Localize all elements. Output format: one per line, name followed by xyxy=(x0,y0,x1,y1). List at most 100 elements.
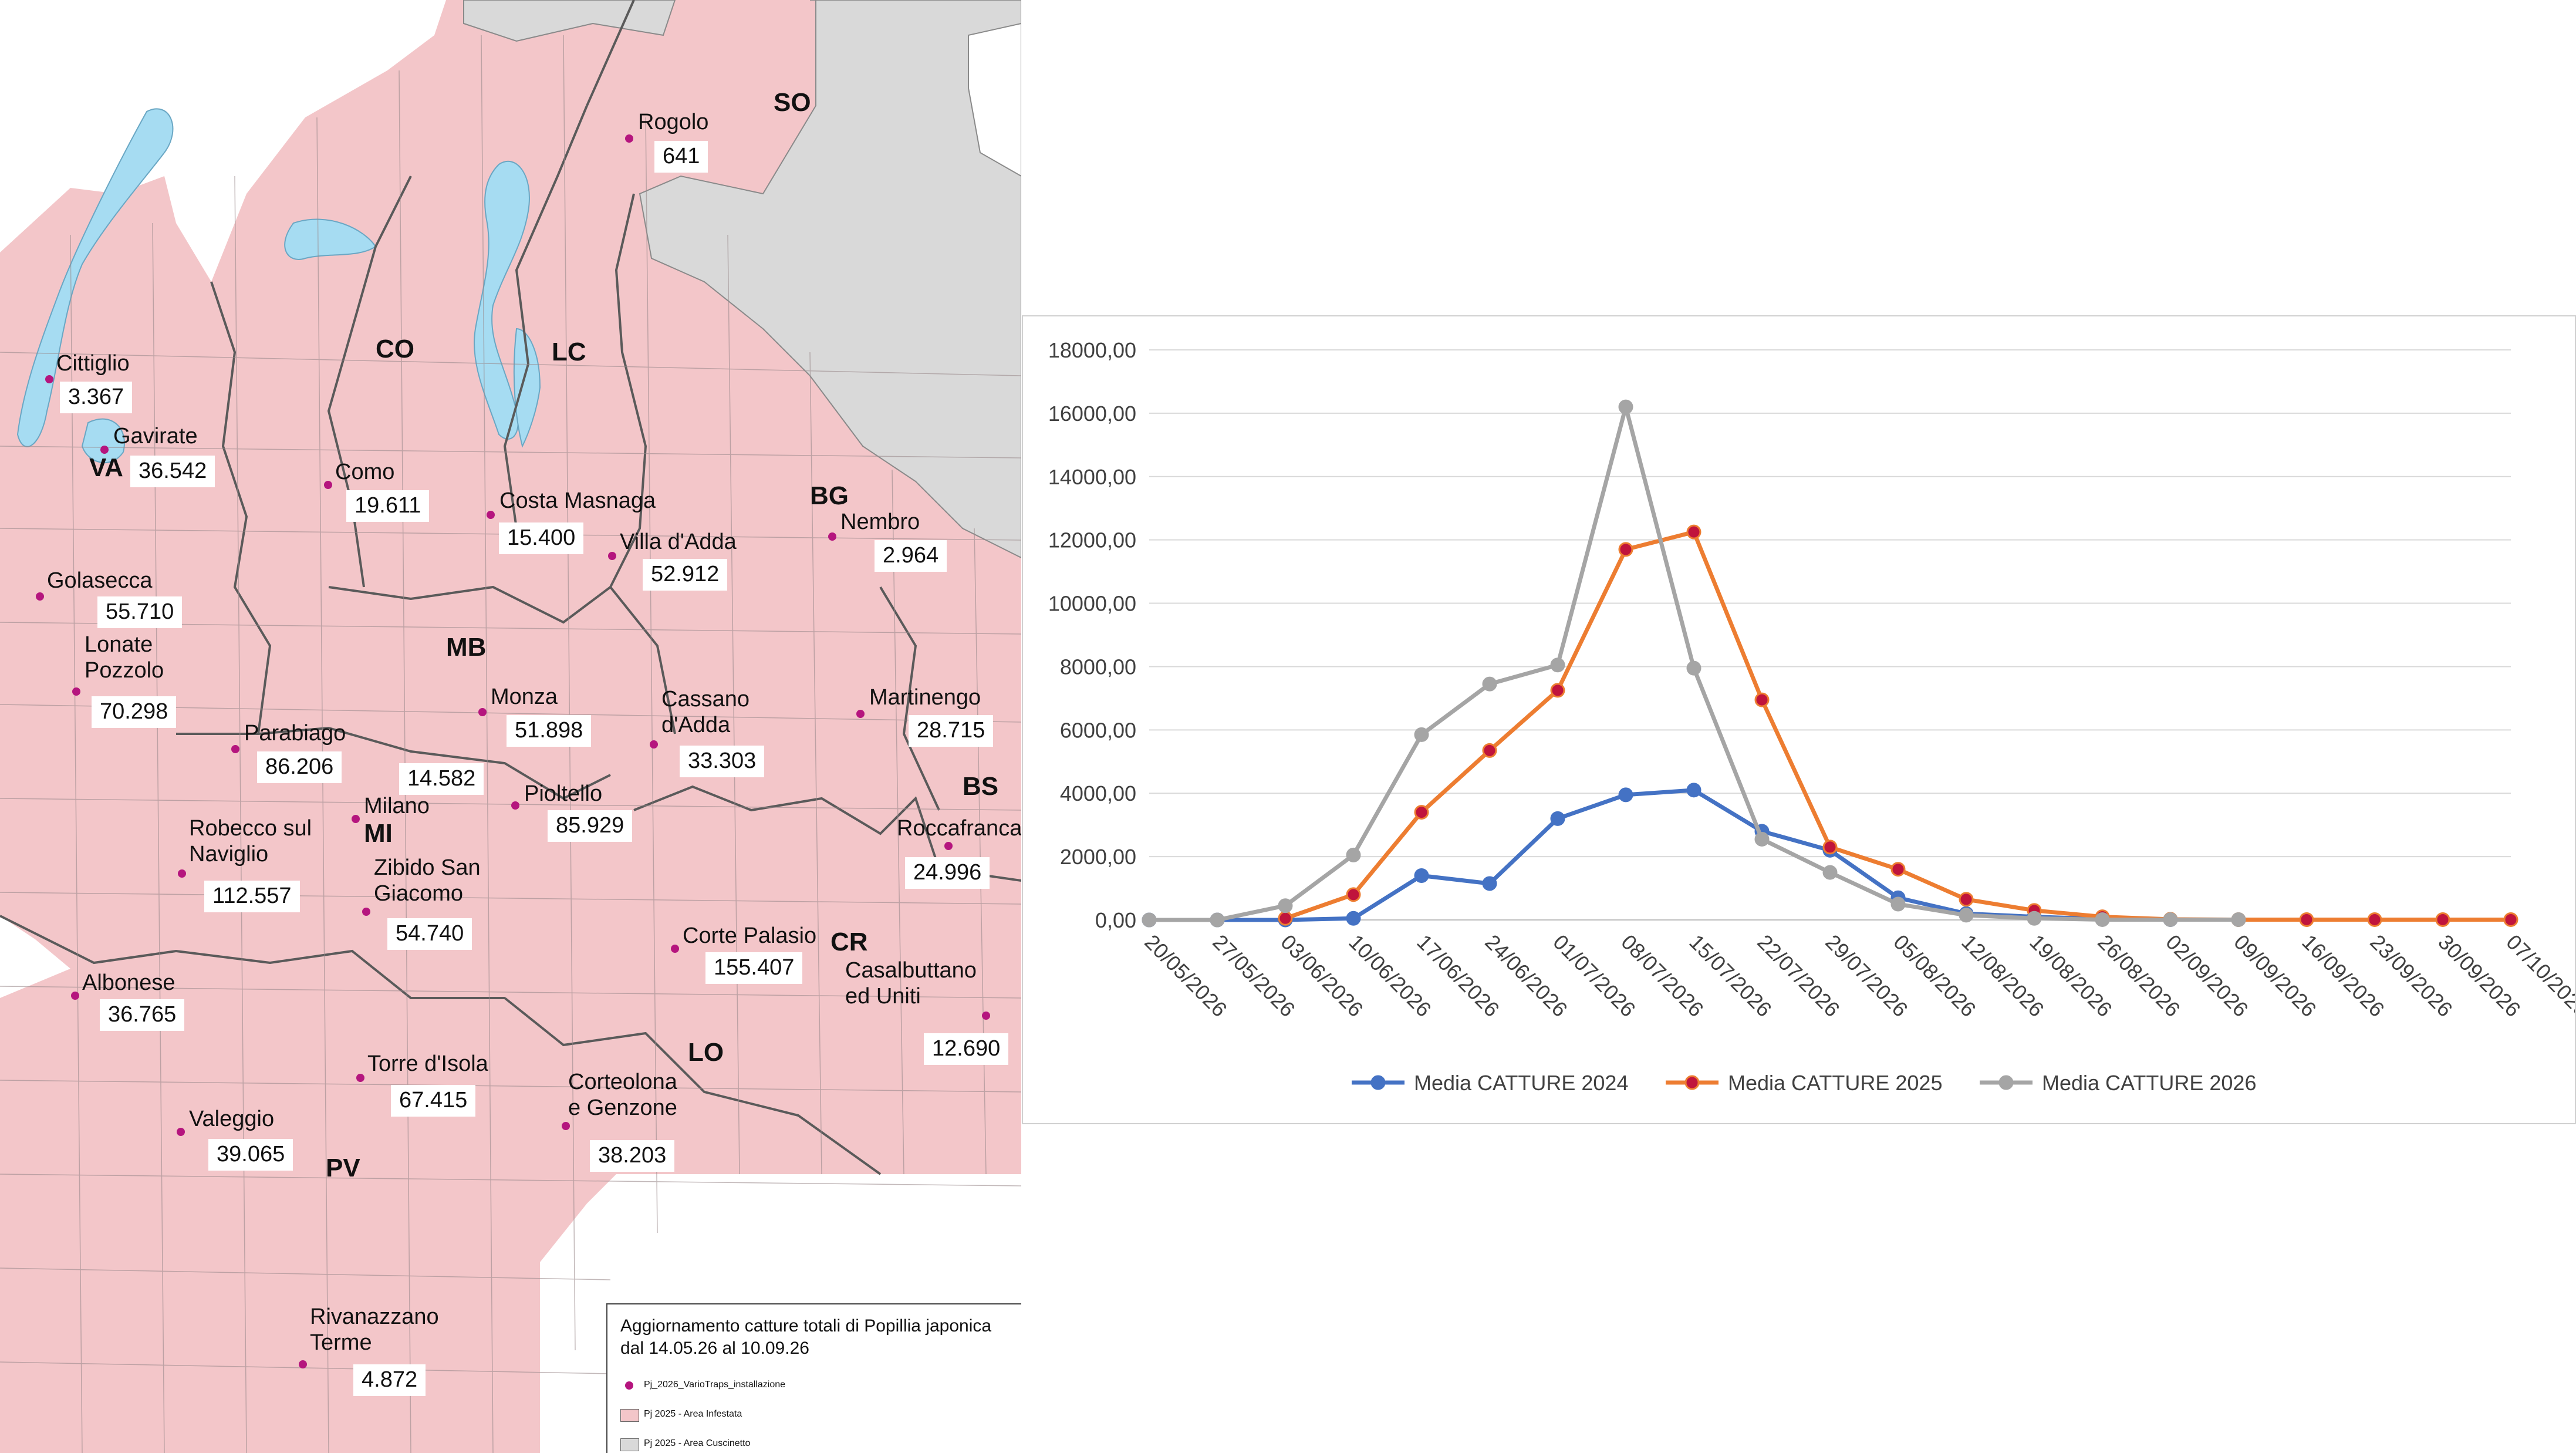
province-label: CO xyxy=(376,335,414,363)
series-point xyxy=(1414,727,1429,742)
series-point xyxy=(1618,399,1633,414)
trap-site-count: 52.912 xyxy=(643,559,728,591)
series-point xyxy=(2299,912,2314,927)
province-label: MB xyxy=(446,633,487,662)
trap-site-name: Corteolona e Genzone xyxy=(568,1070,677,1120)
trap-marker xyxy=(478,708,487,716)
trap-site-name: Robecco sul Naviglio xyxy=(189,816,312,867)
trap-site-name: Torre d'Isola xyxy=(367,1051,488,1076)
lake-como xyxy=(474,160,530,440)
province-label: PV xyxy=(326,1154,360,1182)
lake-lecco-arm xyxy=(513,328,541,448)
series-point xyxy=(2231,912,2246,927)
outside-area xyxy=(968,22,1021,177)
trap-site-count: 33.303 xyxy=(680,746,765,777)
series-point xyxy=(1686,524,1701,540)
trap-site-count: 19.611 xyxy=(346,490,430,522)
legend-dot-swatch xyxy=(625,1381,633,1390)
trap-site-count: 39.065 xyxy=(208,1139,293,1171)
legend-item-label: Pj 2025 - Area Cuscinetto xyxy=(644,1438,751,1448)
trap-marker xyxy=(100,446,109,454)
trap-marker xyxy=(177,1128,185,1136)
trap-site-name: Martinengo xyxy=(869,685,981,710)
series-point xyxy=(1482,743,1497,758)
series-point xyxy=(1346,887,1361,902)
trap-marker xyxy=(608,552,616,560)
series-point xyxy=(1686,660,1701,676)
series-point xyxy=(1210,912,1225,928)
province-label: CR xyxy=(830,928,868,956)
trap-site-name: Como xyxy=(335,460,395,484)
legend-marker xyxy=(1998,1075,2014,1090)
trap-site-name: Zibido San Giacomo xyxy=(374,855,481,906)
legend-label: Media CATTURE 2026 xyxy=(2042,1071,2256,1095)
legend-marker xyxy=(1370,1075,1386,1090)
series-point xyxy=(2367,912,2382,927)
trap-marker xyxy=(625,134,633,143)
series-point xyxy=(2027,911,2042,926)
trap-marker xyxy=(231,745,239,753)
series-point xyxy=(1550,658,1565,673)
legend-item-label: Pj 2025 - Area Infestata xyxy=(644,1409,742,1419)
trap-site-name: Cassano d'Adda xyxy=(661,687,749,737)
series-point xyxy=(1346,847,1361,862)
trap-site-count: 12.690 xyxy=(924,1033,1009,1065)
series-point xyxy=(1482,676,1497,692)
trap-marker xyxy=(352,815,360,823)
series-point xyxy=(1550,811,1565,826)
series-point xyxy=(1686,783,1701,798)
trap-site-count: 14.582 xyxy=(399,763,484,795)
trap-marker xyxy=(562,1122,570,1130)
series-point xyxy=(1278,911,1293,926)
series-point xyxy=(1754,692,1770,707)
province-label: LC xyxy=(552,338,586,366)
trap-site-count: 24.996 xyxy=(905,857,990,889)
series-point xyxy=(1550,683,1565,698)
trap-site-name: Gavirate xyxy=(113,424,198,449)
trap-marker xyxy=(362,908,370,916)
trap-site-name: Albonese xyxy=(82,970,175,995)
trap-site-name: Rivanazzano Terme xyxy=(310,1304,439,1355)
legend-label: Media CATTURE 2024 xyxy=(1414,1071,1628,1095)
series-point xyxy=(2503,912,2518,927)
province-label: BG xyxy=(810,481,849,510)
map-panel: SO CO LC VA BG MB MI BS CR LO PV Rogolo 641 Cittiglio… xyxy=(0,0,1021,1453)
series-point xyxy=(1890,862,1906,877)
series-point xyxy=(1890,896,1906,912)
map-legend: Aggiornamento catture totali di Popillia… xyxy=(606,1303,1021,1453)
trap-site-name: Casalbuttano ed Uniti xyxy=(845,958,977,1009)
trap-site-count: 36.542 xyxy=(130,456,215,487)
trap-site-count: 55.710 xyxy=(97,596,183,628)
lake-lugano xyxy=(284,218,377,260)
trap-site-name: Pioltello xyxy=(524,781,603,806)
trap-site-name: Monza xyxy=(491,685,558,709)
trap-marker xyxy=(36,592,44,601)
lake-varese xyxy=(81,418,125,463)
series-point xyxy=(1414,868,1429,883)
trap-marker xyxy=(72,687,80,696)
buffer-area-north xyxy=(463,0,676,42)
trap-site-count: 15.400 xyxy=(499,522,584,554)
trap-marker xyxy=(324,481,332,489)
trap-site-count: 67.415 xyxy=(391,1085,476,1117)
trap-site-count: 86.206 xyxy=(257,751,342,783)
trap-site-name: Corte Palasio xyxy=(683,923,817,948)
legend-marker xyxy=(1684,1075,1700,1090)
trap-site-count: 36.765 xyxy=(100,999,185,1031)
trap-site-count: 155.407 xyxy=(705,952,803,984)
legend-label: Media CATTURE 2025 xyxy=(1728,1071,1942,1095)
line-chart: 0,00 2000,00 4000,00 6000,00 8000,00 10000,00… xyxy=(1048,338,2575,1095)
series-point xyxy=(1959,908,1974,923)
trap-site-count: 54.740 xyxy=(387,918,472,950)
y-tick-label: 14000,00 xyxy=(1048,465,1136,489)
trap-site-count: 51.898 xyxy=(507,715,592,747)
province-label: BS xyxy=(963,772,999,801)
trap-site-count: 28.715 xyxy=(909,715,994,747)
series-point xyxy=(1414,805,1429,820)
trap-site-name: Milano xyxy=(364,794,430,818)
trap-marker xyxy=(856,710,865,718)
y-tick-label: 16000,00 xyxy=(1048,402,1136,426)
y-tick-label: 18000,00 xyxy=(1048,338,1136,362)
series-point xyxy=(2095,912,2110,927)
province-borders xyxy=(0,0,1021,1175)
